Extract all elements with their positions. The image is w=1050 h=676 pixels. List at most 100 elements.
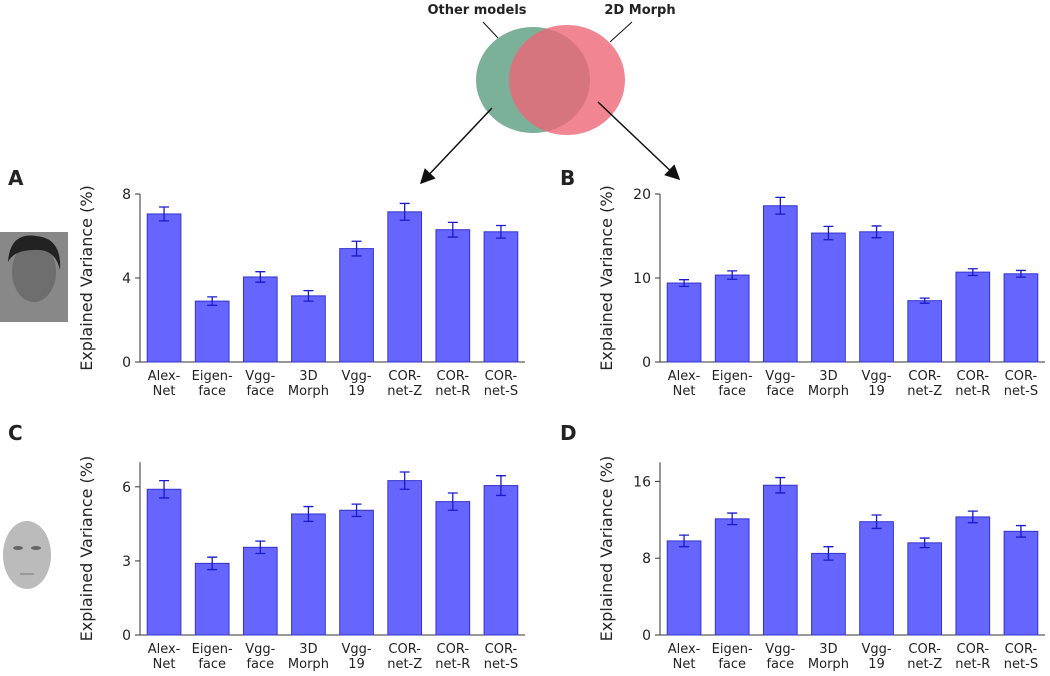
panel-label: A [8,166,24,190]
error-bar [495,475,506,497]
bar [387,211,423,363]
error-bar [919,297,930,304]
bar [811,232,846,363]
x-tick-label: Eigen-face [192,642,233,672]
x-tick-label: Vgg-19 [342,369,372,399]
x-tick-label: Vgg-face [245,369,275,399]
error-bar [823,546,834,561]
bar [242,546,278,636]
x-tick-label: Vgg-19 [862,642,892,672]
y-tick-label: 0 [122,628,131,644]
error-bar [871,514,882,530]
y-tick-label: 4 [122,271,131,287]
x-tick-label: Vgg-face [765,642,795,672]
error-bar [967,510,978,524]
venn-label: 2D Morph [604,3,675,18]
error-bar [447,492,458,511]
error-bar [207,296,218,306]
bar [435,229,471,363]
x-tick-label: 3D Morph [288,369,329,399]
error-bar [727,270,738,280]
bar [291,513,326,636]
error-bar [775,196,786,215]
bar [483,485,519,636]
x-tick-label: COR-net-Z [387,642,422,672]
bar [955,516,991,636]
bar [146,488,182,636]
bar [666,540,702,636]
bar [1003,273,1039,363]
error-bar [399,471,410,490]
x-tick-label: COR-net-S [1004,369,1038,399]
error-bar [679,279,690,288]
bar [762,484,798,636]
error-bar [399,202,410,221]
panel-label: C [8,421,23,445]
y-tick-label: 8 [122,187,131,203]
y-tick-label: 0 [642,628,651,644]
error-bar [159,206,170,222]
y-tick-label: 8 [642,551,651,567]
y-tick-label: 0 [642,355,651,371]
bar [666,282,702,363]
bar [291,295,326,363]
error-bar [1015,269,1026,278]
x-tick-label: COR-net-S [1004,642,1038,672]
error-bar [351,503,362,518]
y-axis-label: Explained Variance (%) [597,456,616,642]
x-tick-label: Alex-Net [148,642,181,672]
error-bar [255,271,266,283]
y-tick-label: 3 [122,554,131,570]
bar [242,276,278,363]
x-tick-label: 3D Morph [288,642,329,672]
bar [194,300,230,363]
error-bar [727,512,738,526]
panel-label: D [560,421,577,445]
bar [387,480,423,636]
x-tick-label: 3D Morph [808,369,849,399]
x-tick-label: Eigen-face [712,369,753,399]
error-bar [679,534,690,548]
bar [339,248,374,363]
bar [762,205,798,363]
error-bar [823,225,834,241]
panel-label: B [560,166,575,190]
venn-label: Other models [427,3,526,18]
x-tick-label: Alex-Net [668,369,701,399]
x-tick-label: COR-net-R [955,642,990,672]
y-tick-label: 16 [633,474,651,490]
bar [859,231,894,363]
bar [955,271,991,363]
bar [859,521,894,636]
error-bar [207,556,218,571]
y-tick-label: 20 [633,187,651,203]
x-tick-label: Vgg-19 [342,642,372,672]
x-tick-label: Alex-Net [148,369,181,399]
error-bar [1015,524,1026,538]
bar [907,300,943,363]
x-tick-label: Vgg-face [765,369,795,399]
bar [907,542,943,636]
y-tick-label: 10 [633,271,651,287]
x-tick-label: COR-net-S [484,642,518,672]
error-bar [495,224,506,239]
y-tick-label: 0 [122,355,131,371]
x-tick-label: Vgg-19 [862,369,892,399]
error-bar [303,289,314,302]
y-axis-label: Explained Variance (%) [77,185,96,371]
bar [339,509,374,636]
error-bar [871,225,882,239]
bar [483,231,519,363]
face-image [3,521,51,589]
x-tick-label: COR-net-S [484,369,518,399]
x-tick-label: COR-net-Z [907,642,942,672]
x-tick-label: Vgg-face [245,642,275,672]
bar [1003,530,1039,636]
error-bar [303,505,314,523]
error-bar [351,240,362,257]
venn-diagram: Other models 2D Morph [419,3,681,185]
error-bar [919,537,930,549]
x-tick-label: COR-net-R [435,369,470,399]
y-axis-label: Explained Variance (%) [77,456,96,642]
